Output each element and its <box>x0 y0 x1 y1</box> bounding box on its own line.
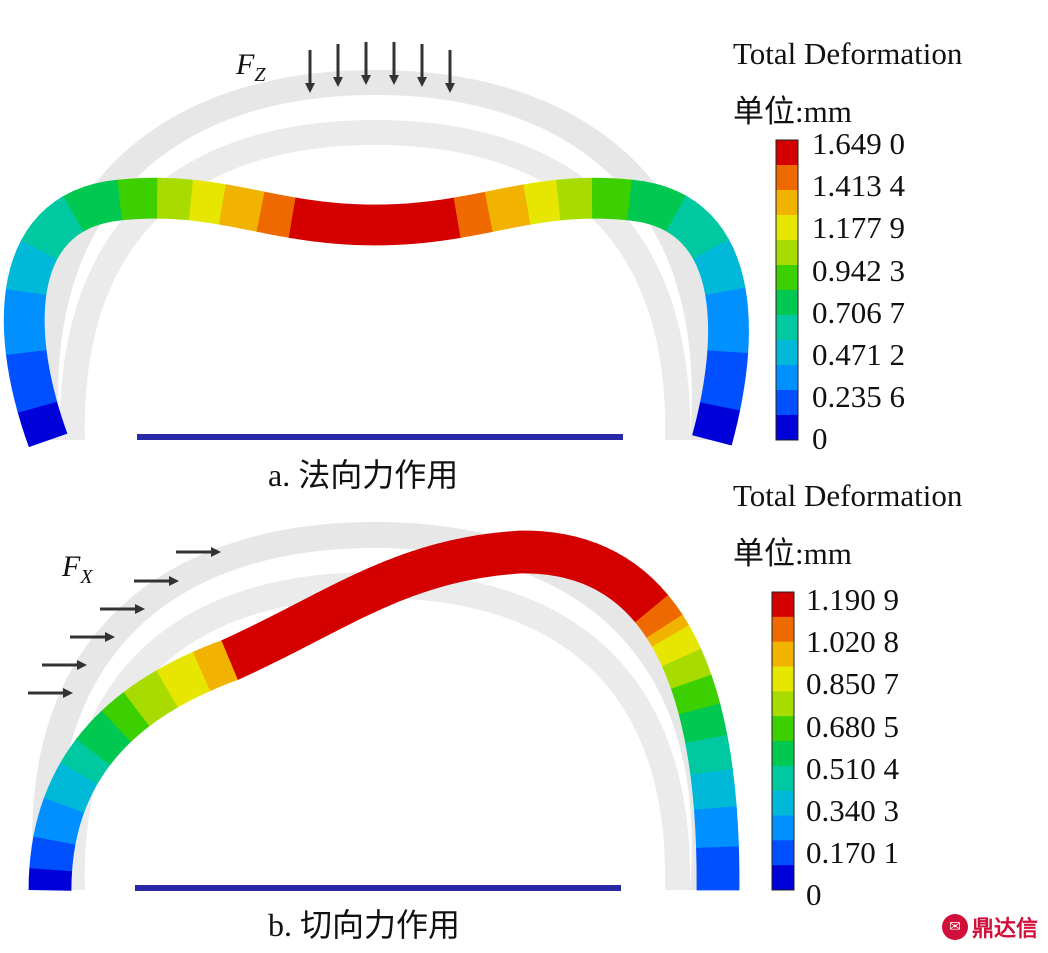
panel-b-model <box>28 522 740 891</box>
panel-a-force-subscript: Z <box>254 64 266 86</box>
deformed-element <box>591 177 603 219</box>
panel-b-force-subscript: X <box>80 566 93 588</box>
colorbar-segment <box>772 765 794 792</box>
panel-b-tick-label: 0.850 7 <box>806 666 899 702</box>
deformed-element <box>374 204 387 246</box>
colorbar-segment <box>776 365 798 391</box>
deformed-element <box>707 319 749 332</box>
colorbar-segment <box>772 790 794 816</box>
panel-b-colorbar <box>771 591 795 891</box>
colorbar-segment <box>776 240 798 266</box>
panel-a-tick-label: 0.471 2 <box>812 337 905 372</box>
deformed-element <box>363 204 376 246</box>
colorbar-border <box>775 139 799 441</box>
colorbar-segment <box>772 815 794 841</box>
panel-b-tick-label: 0.340 3 <box>806 793 899 828</box>
panel-a-tick-label: 1.177 9 <box>812 210 905 246</box>
panel-a-model <box>3 42 749 448</box>
deformed-element <box>692 787 737 811</box>
panel-a-legend-unit: 单位:mm <box>733 94 852 129</box>
colorbar-segment <box>776 140 798 166</box>
panel-a-tick-label: 0.706 7 <box>812 294 905 330</box>
colorbar-segment <box>772 691 794 717</box>
watermark-logo-icon: ✉ <box>941 914 968 940</box>
panel-a-undeformed-inner <box>59 120 691 440</box>
panel-a-tick-label: 0 <box>812 421 828 457</box>
colorbar-segment <box>772 616 794 643</box>
colorbar-segment <box>776 415 798 441</box>
colorbar-segment <box>772 666 794 692</box>
colorbar-segment <box>772 865 794 891</box>
colorbar-segment <box>776 340 798 366</box>
panel-a-tick-label: 0.942 3 <box>812 252 905 288</box>
panel-b-legend-title: Total Deformation <box>733 478 963 513</box>
panel-a-colorbar <box>775 139 799 441</box>
panel-b-tick-label: 0.510 4 <box>806 750 899 786</box>
deformed-element <box>573 177 585 220</box>
deformed-element <box>518 530 532 574</box>
colorbar-segment <box>772 840 794 866</box>
panel-a-force-symbol: F <box>236 48 255 81</box>
colorbar-segment <box>772 592 794 618</box>
deformed-element <box>3 320 45 333</box>
panel-b-tick-label: 0 <box>806 877 822 913</box>
panel-b-tick-label: 0.680 5 <box>806 708 899 744</box>
colorbar-segment <box>772 641 794 667</box>
deformed-element <box>28 878 72 891</box>
deformed-element <box>696 867 740 891</box>
colorbar-segment <box>772 716 794 742</box>
panel-b-tick-label: 1.020 8 <box>806 624 899 660</box>
deformed-element <box>696 846 740 870</box>
colorbar-segment <box>776 390 798 416</box>
panel-b-undeformed-inner <box>59 572 691 890</box>
panel-a-legend-title: Total Deformation <box>733 36 963 71</box>
colorbar-segment <box>776 290 798 316</box>
panel-b-caption: b. 切向力作用 <box>268 907 461 943</box>
panel-a-deformed-shape <box>3 177 749 448</box>
panel-a-tick-label: 0.235 6 <box>812 379 905 415</box>
panel-b-force-arrows <box>28 547 221 698</box>
colorbar-border <box>771 591 795 891</box>
panel-b-legend-unit: 单位:mm <box>733 536 852 571</box>
panel-b-tick-label: 0.170 1 <box>806 835 899 871</box>
panel-a-ground-line <box>137 434 623 440</box>
panel-a-force-label: FZ <box>236 48 265 87</box>
panel-a-tick-label: 1.649 0 <box>812 126 905 161</box>
deformed-element <box>694 806 739 830</box>
deformed-element <box>707 330 749 343</box>
watermark-text: 鼎达信 <box>971 917 1038 942</box>
panel-b-tick-label: 1.190 9 <box>806 582 899 617</box>
panel-b-force-label: FX <box>62 550 93 589</box>
deformed-element <box>695 825 739 849</box>
deformed-element <box>353 204 366 246</box>
colorbar-segment <box>776 315 798 341</box>
deformed-element <box>138 177 150 219</box>
panel-a-force-arrows <box>305 42 455 93</box>
panel-a-tick-label: 1.413 4 <box>812 168 905 204</box>
panel-b-ground-line <box>135 885 621 891</box>
panel-a-caption: a. 法向力作用 <box>268 457 459 493</box>
colorbar-segment <box>776 265 798 291</box>
deformed-element <box>147 177 159 219</box>
panel-b-deformed-shape <box>28 530 740 891</box>
colorbar-segment <box>776 215 798 241</box>
panel-b-force-symbol: F <box>62 550 81 583</box>
deformed-element <box>582 177 593 219</box>
watermark: ✉ 鼎达信 <box>941 911 1038 943</box>
colorbar-segment <box>776 165 798 191</box>
colorbar-segment <box>772 741 794 767</box>
deformed-element <box>692 423 735 446</box>
colorbar-segment <box>776 190 798 216</box>
